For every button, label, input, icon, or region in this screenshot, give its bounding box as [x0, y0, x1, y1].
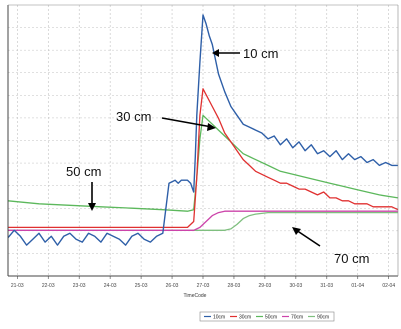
annotation-30cm-label: 30 cm — [116, 109, 151, 124]
legend-box — [199, 311, 335, 322]
annotation-70cm-arrow — [295, 229, 321, 247]
x-tick-label: 27-03 — [197, 283, 210, 289]
x-tick-label: 30-03 — [289, 283, 302, 289]
x-axis-label: TimeCode — [184, 293, 207, 299]
series-line-70cm — [8, 210, 398, 231]
annotation-10cm-arrowhead — [212, 49, 219, 57]
annotation-50cm: 50 cm — [66, 164, 101, 211]
annotation-50cm-label: 50 cm — [66, 164, 101, 179]
legend: 10cm 30cm 50cm 70cm 90cm — [199, 311, 335, 322]
x-tick-label: 29-03 — [259, 283, 272, 289]
series-line-10cm — [7, 14, 398, 246]
x-tick-label: 31-03 — [320, 283, 333, 289]
annotation-10cm: 10 cm — [212, 46, 278, 61]
x-tick-label: 02-04 — [382, 283, 395, 289]
grid-lines — [8, 5, 398, 276]
annotation-50cm-arrowhead — [88, 203, 96, 211]
x-tick-label: 01-04 — [351, 283, 364, 289]
series-layer — [7, 14, 399, 246]
annotation-30cm: 30 cm — [116, 109, 216, 131]
x-tick-labels: 21-03 22-03 23-03 24-03 25-03 26-03 27-03 28-03… — [11, 276, 395, 289]
annotation-70cm: 70 cm — [292, 227, 369, 266]
legend-entry: 50cm — [265, 315, 277, 321]
annotation-70cm-label: 70 cm — [334, 251, 369, 266]
series-line-30cm — [8, 88, 399, 229]
x-tick-label: 22-03 — [42, 283, 55, 289]
annotation-30cm-arrow — [161, 117, 213, 128]
x-tick-label: 25-03 — [135, 283, 148, 289]
x-tick-label: 26-03 — [166, 283, 179, 289]
x-tick-label: 28-03 — [228, 283, 241, 289]
legend-entry: 90cm — [317, 315, 329, 321]
x-tick-label: 21-03 — [11, 283, 24, 289]
x-tick-label: 23-03 — [73, 283, 86, 289]
legend-entry: 30cm — [239, 315, 251, 321]
legend-entry: 10cm — [213, 315, 225, 321]
annotation-10cm-label: 10 cm — [243, 46, 278, 61]
x-tick-label: 24-03 — [104, 283, 117, 289]
annotation-70cm-arrowhead — [292, 227, 301, 235]
annotation-30cm-arrowhead — [207, 123, 216, 131]
legend-entry: 70cm — [291, 315, 303, 321]
